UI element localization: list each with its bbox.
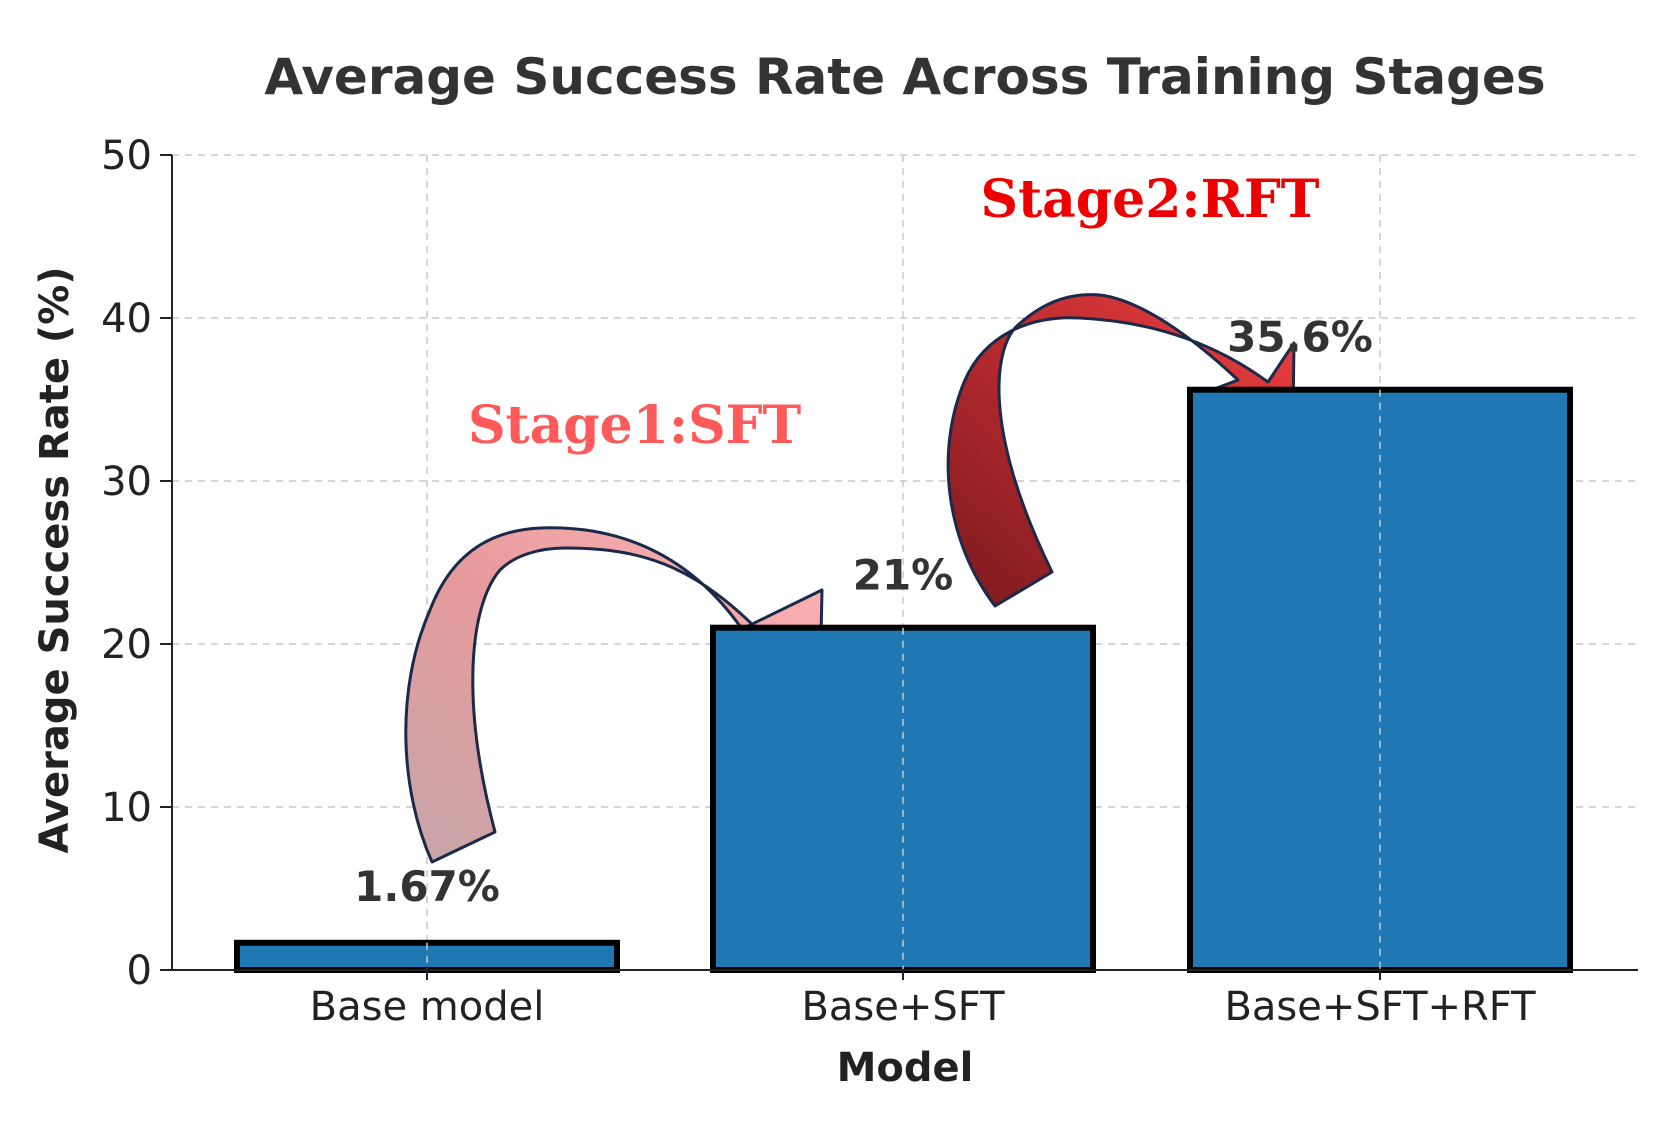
y-tick-label: 10	[101, 785, 152, 831]
y-tick-label: 30	[101, 459, 152, 505]
y-tick-label: 0	[127, 948, 152, 994]
stage1-label: Stage1:SFT	[468, 395, 802, 456]
y-tick-label: 20	[101, 622, 152, 668]
data-labels: 1.67% 21% 35.6%	[354, 313, 1373, 911]
stage2-label: Stage2:RFT	[981, 169, 1320, 230]
x-tick-label: Base+SFT+RFT	[1224, 984, 1536, 1030]
x-axis-label: Model	[837, 1045, 974, 1091]
y-axis-label: Average Success Rate (%)	[32, 266, 78, 853]
stage-arrows	[404, 293, 1296, 864]
data-label-1: 21%	[853, 551, 954, 600]
data-label-0: 1.67%	[354, 862, 500, 911]
y-tick-label: 40	[101, 296, 152, 342]
y-tick-label: 50	[101, 133, 152, 179]
data-label-2: 35.6%	[1227, 313, 1373, 362]
bars	[234, 386, 1573, 974]
x-tick-label: Base model	[310, 984, 545, 1030]
x-ticks: Base model Base+SFT Base+SFT+RFT	[310, 970, 1536, 1030]
stage1-arrow	[404, 526, 824, 864]
chart-title: Average Success Rate Across Training Sta…	[264, 48, 1545, 106]
y-ticks: 0 10 20 30 40 50	[101, 133, 172, 994]
stage2-arrow	[946, 293, 1296, 608]
x-tick-label: Base+SFT	[801, 984, 1005, 1030]
